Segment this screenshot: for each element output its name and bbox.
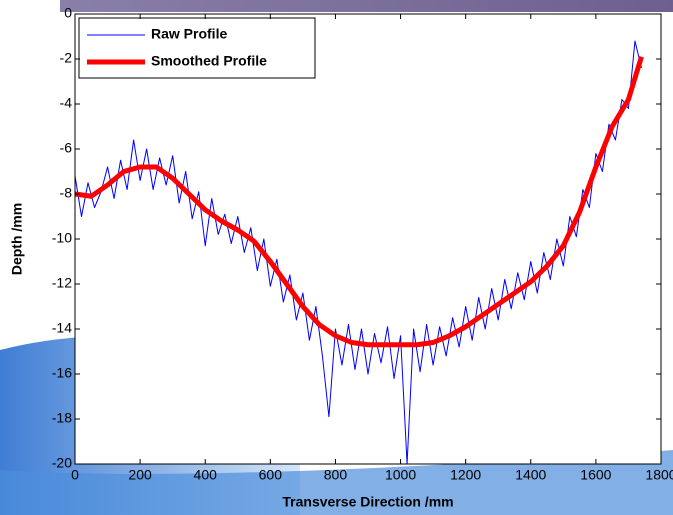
y-tick-label: -10 bbox=[52, 230, 72, 246]
plot-area bbox=[75, 14, 661, 464]
decor-swoosh bbox=[0, 450, 673, 515]
legend-label: Raw Profile bbox=[151, 26, 227, 42]
x-tick-label: 0 bbox=[71, 467, 79, 483]
y-tick-label: -6 bbox=[60, 140, 73, 156]
legend-box bbox=[78, 17, 316, 79]
x-tick-label: 1000 bbox=[385, 467, 416, 483]
y-tick-label: -16 bbox=[52, 365, 72, 381]
x-tick-label: 1600 bbox=[580, 467, 611, 483]
legend-label: Smoothed Profile bbox=[151, 53, 267, 69]
x-tick-label: 1400 bbox=[515, 467, 546, 483]
y-tick-label: 0 bbox=[64, 5, 72, 21]
x-tick-label: 600 bbox=[259, 467, 283, 483]
y-tick-label: -18 bbox=[52, 410, 72, 426]
y-tick-label: -4 bbox=[60, 95, 73, 111]
y-tick-label: -8 bbox=[60, 185, 73, 201]
x-tick-label: 1200 bbox=[450, 467, 481, 483]
y-tick-label: -12 bbox=[52, 275, 72, 291]
y-axis-label: Depth /mm bbox=[9, 203, 25, 275]
y-tick-label: -2 bbox=[60, 50, 73, 66]
y-tick-label: -20 bbox=[52, 455, 72, 471]
x-axis-label: Transverse Direction /mm bbox=[282, 494, 453, 510]
x-tick-label: 1800 bbox=[645, 467, 673, 483]
y-tick-label: -14 bbox=[52, 320, 72, 336]
x-tick-label: 400 bbox=[194, 467, 218, 483]
decor-band bbox=[60, 0, 673, 12]
line-series bbox=[74, 56, 644, 348]
x-tick-label: 800 bbox=[324, 467, 348, 483]
x-tick-label: 200 bbox=[128, 467, 152, 483]
